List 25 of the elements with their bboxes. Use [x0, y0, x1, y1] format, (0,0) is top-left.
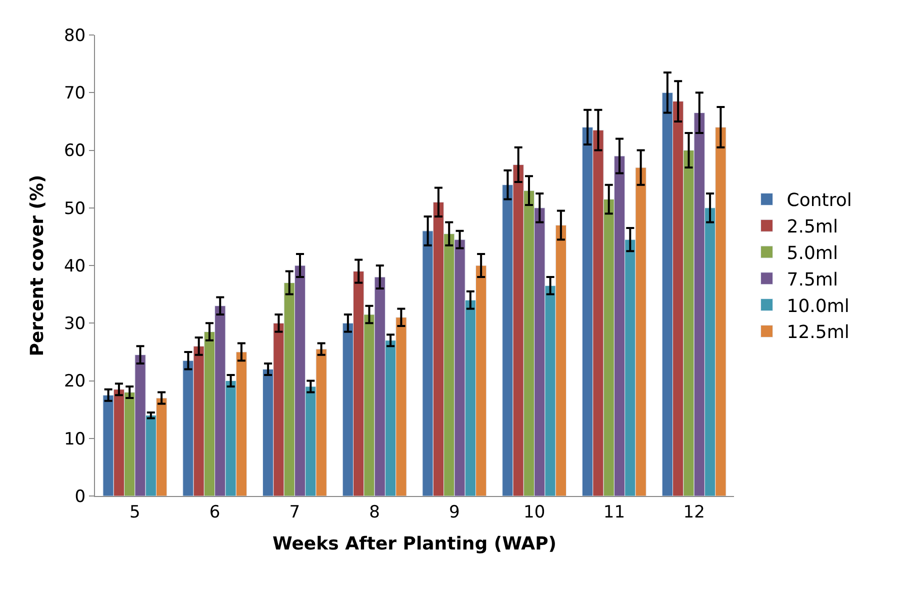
x-axis-title: Weeks After Planting (WAP) [272, 534, 556, 554]
x-tick-label: 7 [289, 502, 300, 522]
x-tick-label: 12 [683, 502, 705, 522]
legend-label: 2.5ml [786, 216, 838, 238]
x-tick-label: 8 [369, 502, 380, 522]
y-tick-label: 70 [64, 84, 86, 104]
legend-label: Control [786, 190, 852, 212]
y-tick-label: 0 [74, 486, 86, 507]
y-tick-label: 10 [64, 429, 86, 450]
legend-label: 10.0ml [786, 296, 850, 317]
y-tick-label: 50 [64, 198, 86, 219]
x-tick-label: 9 [449, 502, 460, 522]
legend-label: 5.0ml [786, 243, 838, 264]
y-axis-title: Percent cover (%) [27, 174, 48, 356]
x-tick-label: 11 [603, 502, 626, 522]
y-tick-label: 60 [64, 141, 86, 162]
x-tick-label: 5 [130, 502, 140, 522]
legend-label: 7.5ml [786, 269, 838, 290]
y-tick-label: 40 [64, 256, 86, 276]
y-tick-label: 80 [64, 26, 86, 46]
y-tick-label: 30 [64, 314, 86, 334]
x-tick-label: 6 [209, 502, 220, 522]
y-tick-label: 20 [64, 372, 86, 392]
legend-label: 12.5ml [786, 322, 850, 344]
x-tick-label: 10 [523, 502, 546, 522]
